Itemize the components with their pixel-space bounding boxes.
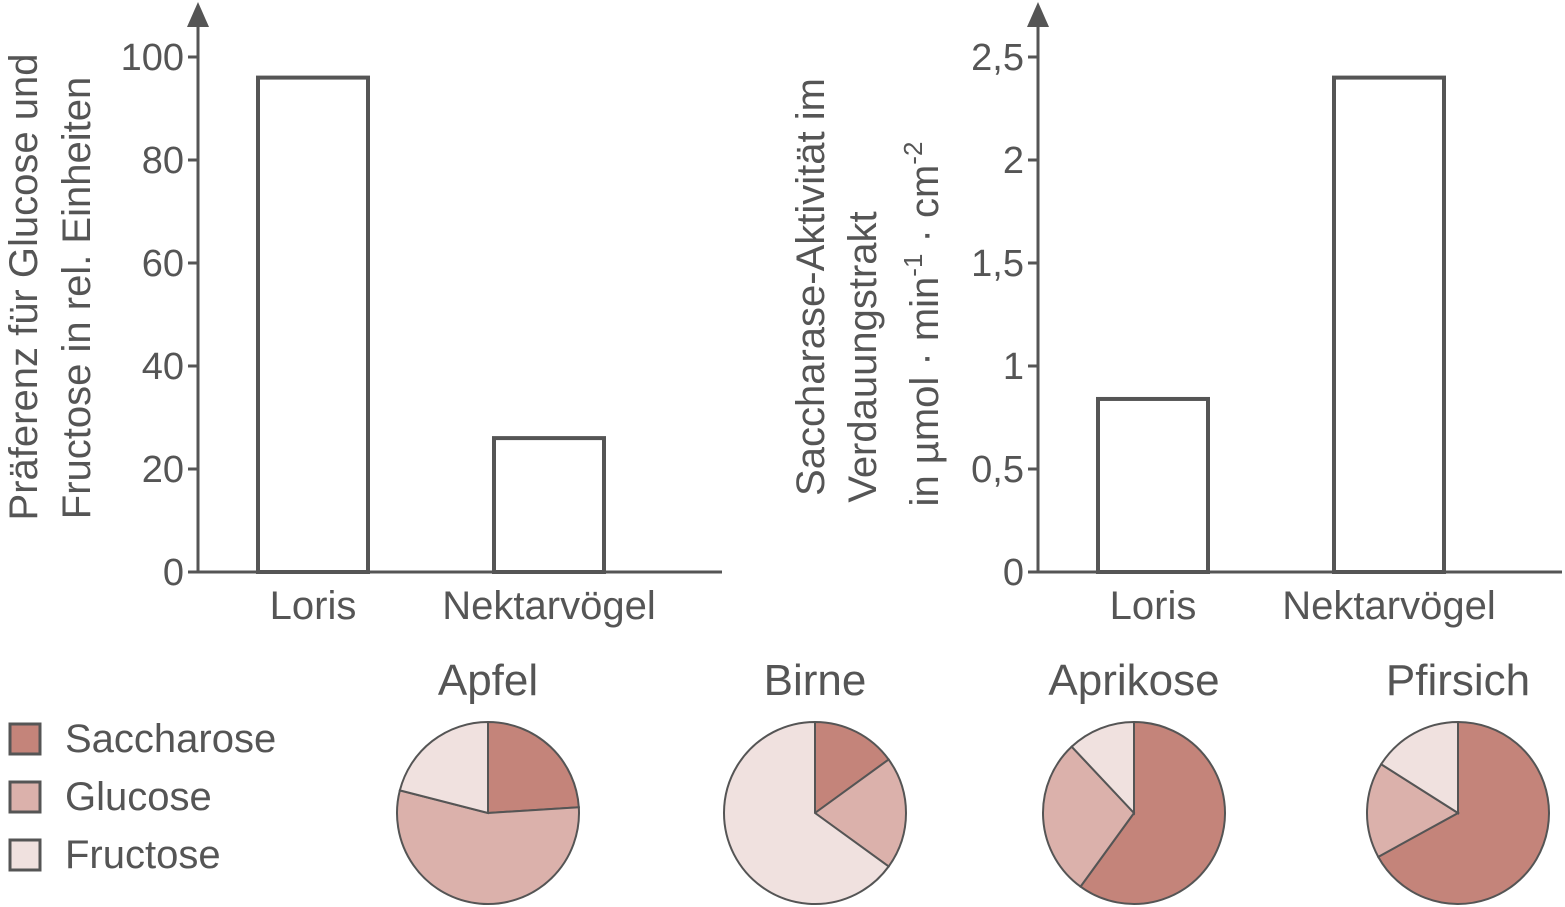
chart-right-categories: Loris Nektarvögel [1110,584,1496,628]
ytick-label: 80 [142,140,184,182]
pie-slice-glucose [813,758,907,868]
legend-label-glucose: Glucose [65,775,212,819]
pie-title: Aprikose [1048,656,1219,705]
ytick-label: 0 [163,552,184,594]
pie-slice-saccharose [1376,720,1550,905]
chart-left: Präferenz für Glucose und Fructose in re… [2,2,722,628]
x-category-label: Loris [1110,584,1197,628]
chart-right-y-arrow [1027,2,1049,27]
chart-right-ylabel-line2: Verdauungstrakt [841,211,885,502]
pie-slice-glucose [1042,745,1136,889]
pie-slice-fructose [1379,720,1459,815]
bar-loris [256,75,370,574]
pie-aprikose: Aprikose [1042,656,1226,905]
bar-loris [1096,396,1210,574]
chart-left-y-arrow [187,2,209,27]
pie-slice-saccharose [1079,720,1226,905]
ytick-label: 1 [1003,346,1024,388]
pie-birne: Birne [723,656,907,905]
bar-nektarvögel [492,436,606,574]
legend-swatch-fructose [8,838,42,872]
pie-slice-glucose [396,789,580,905]
pie-legend: Saccharose Glucose Fructose [8,717,276,877]
ytick-label: 0 [1003,552,1024,594]
pie-apfel: Apfel [396,656,580,905]
chart-left-yticks: 0 20 40 60 80 100 [121,37,198,594]
pie-title: Birne [764,656,867,705]
pie-title: Apfel [438,656,538,705]
chart-right-ylabel-line1: Saccharase-Aktivität im [789,78,833,496]
ytick-label: 2 [1003,140,1024,182]
chart-right: Saccharase-Aktivität im Verdauungstrakt … [789,2,1562,628]
bar-nektarvögel [1332,75,1446,574]
chart-right-yticks: 0 0,5 1 1,5 2 2,5 [971,37,1038,594]
pie-slice-saccharose [814,720,891,815]
ytick-label: 2,5 [971,37,1024,79]
ytick-label: 40 [142,346,184,388]
ytick-label: 100 [121,37,184,79]
pie-slice-fructose [1070,720,1135,816]
chart-left-ylabel-line2: Fructose in rel. Einheiten [55,77,99,519]
ytick-label: 20 [142,449,184,491]
legend-label-fructose: Fructose [65,833,221,877]
pie-slice-saccharose [487,720,580,815]
legend-swatch-glucose [8,780,42,814]
pie-pfirsich: Pfirsich [1366,656,1550,905]
pie-slice-fructose [398,720,489,815]
pie-slice-fructose [723,720,891,905]
pie-slice-glucose [1366,762,1460,859]
chart-left-categories: Loris Nektarvögel [270,584,656,628]
pie-charts: Apfel Birne Aprikose Pfirsich [396,656,1550,905]
ytick-label: 0,5 [971,449,1024,491]
chart-left-ylabel-line1: Präferenz für Glucose und [2,54,46,521]
pie-title: Pfirsich [1386,656,1530,705]
chart-right-bars [1096,75,1446,574]
legend-swatch-saccharose [8,722,42,756]
ytick-label: 60 [142,243,184,285]
chart-left-bars [256,75,606,574]
x-category-label: Loris [270,584,357,628]
chart-right-ylabel-unit: in µmol · min-1 · cm-2 [898,142,947,507]
legend-label-saccharose: Saccharose [65,717,276,761]
x-category-label: Nektarvögel [1282,584,1495,628]
x-category-label: Nektarvögel [442,584,655,628]
ytick-label: 1,5 [971,243,1024,285]
